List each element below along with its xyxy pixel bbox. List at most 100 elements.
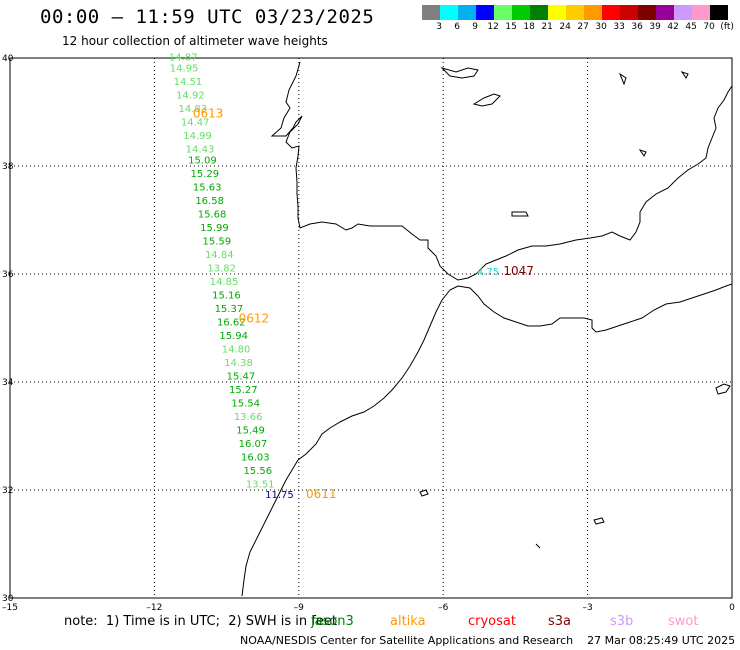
swh-reading: 15.59	[203, 236, 232, 247]
legend-item-cryosat: cryosat	[468, 614, 516, 629]
wave-height-colorbar	[422, 5, 728, 20]
colorbar-swatch	[512, 5, 530, 20]
island-feature	[593, 517, 605, 525]
map-title: 00:00 – 11:59 UTC 03/23/2025	[40, 6, 375, 28]
swh-reading: 16.03	[241, 452, 270, 463]
colorbar-label: 33	[613, 22, 625, 32]
colorbar-label: 3	[436, 22, 442, 32]
legend-item-jason3: jason3	[311, 614, 354, 629]
longitude-tick-label: –12	[146, 603, 162, 613]
island-feature	[638, 149, 647, 157]
longitude-tick-label: –15	[2, 603, 18, 613]
swh-reading: 15.63	[193, 182, 222, 193]
swh-reading: 15.68	[198, 209, 227, 220]
colorbar-label: 42	[667, 22, 679, 32]
swh-reading: 13.66	[234, 412, 263, 423]
island-feature	[472, 93, 501, 107]
latitude-tick-label: 36	[2, 270, 14, 280]
credit-line: NOAA/NESDIS Center for Satellite Applica…	[240, 634, 736, 647]
colorbar-swatch	[476, 5, 494, 20]
coastline	[241, 61, 733, 597]
colorbar-label: 24	[559, 22, 571, 32]
swh-reading: 14.47	[181, 118, 210, 129]
pass-time-label: 0612	[239, 312, 270, 326]
swh-reading: 16.58	[195, 196, 224, 207]
island-feature	[419, 489, 429, 497]
latitude-tick-label: 34	[2, 378, 14, 388]
satellite-legend: jason3 altika cryosat s3a s3b swot	[0, 614, 740, 630]
swh-reading: 13.51	[246, 479, 275, 490]
colorbar-label: 30	[595, 22, 607, 32]
island-feature	[715, 383, 731, 395]
longitude-tick-label: –6	[438, 603, 449, 613]
swh-reading: 16.07	[239, 439, 268, 450]
swh-reading: 15.47	[227, 371, 256, 382]
colorbar-label: 6	[454, 22, 460, 32]
island-feature	[535, 543, 541, 549]
island-feature	[440, 66, 479, 79]
colorbar-label: 36	[631, 22, 643, 32]
swh-reading: 14.87	[169, 53, 198, 64]
pass-time-label: 0613	[193, 106, 224, 120]
colorbar-label: 45	[685, 22, 697, 32]
longitude-tick-label: –9	[294, 603, 305, 613]
colorbar-labels: 3 6 9 12 15 18 21 24 27 30 33 36 39 42 45 70 (ft)	[422, 22, 740, 34]
swh-reading: 4.75	[477, 267, 499, 278]
map-frame	[9, 57, 733, 599]
swh-reading: 15.54	[231, 398, 260, 409]
pass-time-label: 0611	[306, 487, 337, 501]
colorbar-swatch	[620, 5, 638, 20]
swh-reading: 14.84	[205, 250, 234, 261]
colorbar-swatch	[692, 5, 710, 20]
swh-reading: 14.51	[174, 77, 203, 88]
island-feature	[511, 211, 529, 217]
footer-note: note: 1) Time is in UTC; 2) SWH is in fe…	[64, 614, 337, 629]
swh-reading: 14.38	[224, 358, 253, 369]
africa-coastline	[457, 283, 733, 333]
colorbar-swatch	[638, 5, 656, 20]
colorbar-swatch	[530, 5, 548, 20]
colorbar-label: 21	[541, 22, 553, 32]
legend-item-swot: swot	[668, 614, 699, 629]
swh-reading: 14.43	[186, 145, 215, 156]
swh-reading: 16.62	[217, 317, 246, 328]
morocco-coastline	[241, 285, 459, 597]
colorbar-swatch	[548, 5, 566, 20]
swh-reading: 15.94	[219, 331, 248, 342]
swh-reading: 14.95	[170, 64, 199, 75]
colorbar-swatch	[458, 5, 476, 20]
colorbar-label: 39	[649, 22, 661, 32]
latitude-tick-label: 30	[2, 594, 14, 604]
swh-reading: 15.29	[191, 169, 220, 180]
axis-tick-labels: –15 –12 –9 –6 –3 0 40 38 36 34 32 30	[2, 54, 735, 613]
iberia-coastline	[270, 61, 733, 281]
colorbar-swatch	[674, 5, 692, 20]
legend-item-s3a: s3a	[548, 614, 572, 629]
colorbar-label: 18	[523, 22, 535, 32]
longitude-tick-label: 0	[729, 603, 735, 613]
colorbar-label: 9	[472, 22, 478, 32]
colorbar-swatch	[656, 5, 674, 20]
map-grid	[10, 58, 732, 598]
swh-reading: 15.49	[236, 425, 265, 436]
swh-reading: 15.37	[215, 304, 244, 315]
latitude-tick-label: 40	[2, 54, 14, 64]
colorbar-label: 27	[577, 22, 589, 32]
latitude-tick-label: 38	[2, 162, 14, 172]
swh-reading: 14.80	[222, 344, 251, 355]
colorbar-swatch	[584, 5, 602, 20]
island-feature	[618, 72, 627, 86]
colorbar-swatch	[602, 5, 620, 20]
swh-reading: 15.99	[200, 223, 229, 234]
colorbar-label: 15	[505, 22, 517, 32]
island-feature	[680, 71, 689, 79]
swh-reading: 14.92	[176, 91, 205, 102]
swh-reading: 15.27	[229, 385, 258, 396]
colorbar-swatch	[566, 5, 584, 20]
colorbar-swatch	[494, 5, 512, 20]
longitude-tick-label: –3	[582, 603, 592, 613]
colorbar-swatch	[422, 5, 440, 20]
colorbar-label: 70	[703, 22, 715, 32]
